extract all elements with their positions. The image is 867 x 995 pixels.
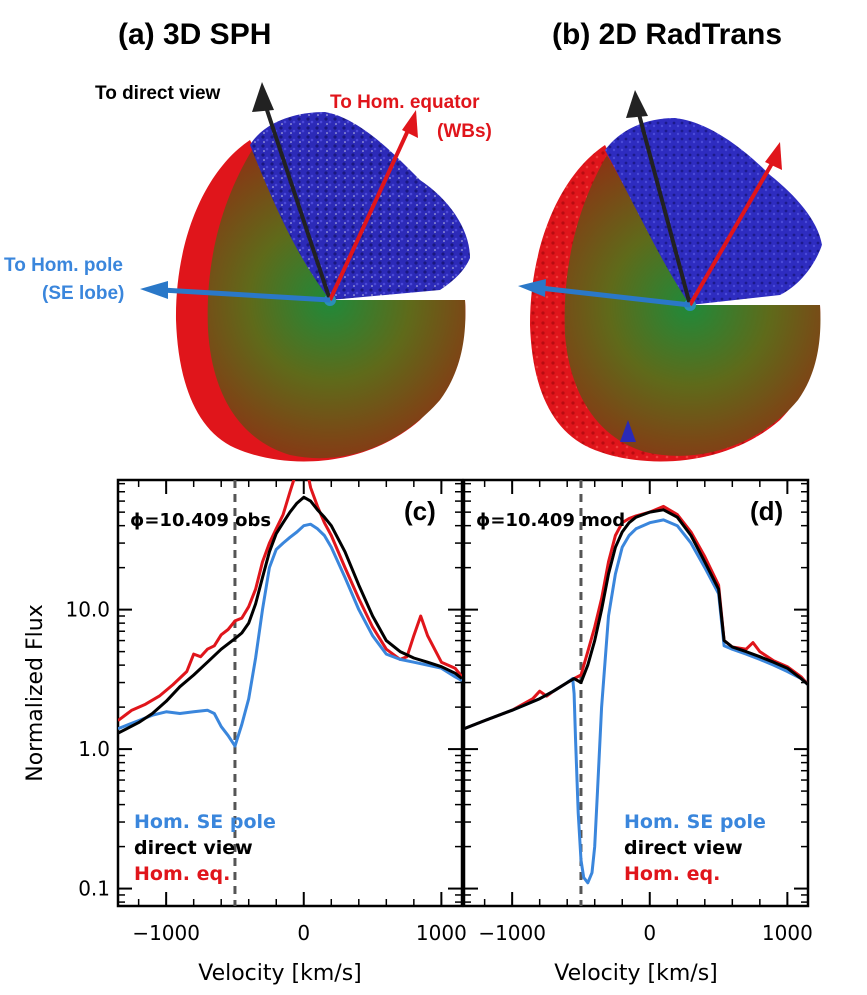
chart-c-x-tick-label: 0 bbox=[297, 921, 310, 945]
chart-c-x-tick-label: 1000 bbox=[416, 921, 467, 945]
direct-view-arrow-b bbox=[634, 102, 692, 306]
chart-d-x-tick-label: −1000 bbox=[478, 921, 546, 945]
chart-d: −1000 0 1000 (d) ϕ=10.409 mod Hom. SE pole dir… bbox=[462, 478, 813, 986]
chart-d-x-axis-title: Velocity [km/s] bbox=[554, 961, 718, 986]
label-equator-1: To Hom. equator bbox=[330, 92, 480, 113]
chart-d-legend-item: Hom. SE pole bbox=[624, 811, 766, 833]
panel-b-2d-radtrans: (b) 2D RadTrans bbox=[518, 18, 822, 462]
equator-arrow bbox=[328, 125, 412, 301]
chart-c-series-hom-se-pole bbox=[118, 522, 462, 748]
equator-arrowhead-b bbox=[765, 142, 782, 170]
panel-b-render bbox=[518, 90, 822, 462]
label-pole-1: To Hom. pole bbox=[4, 255, 123, 276]
chart-d-frame bbox=[462, 478, 810, 908]
chart-c-panel-label: (c) bbox=[404, 496, 436, 526]
chart-c-y-tick-label: 1.0 bbox=[78, 737, 110, 761]
chart-d-x-tick-label: 0 bbox=[643, 921, 656, 945]
chart-c-frame bbox=[116, 478, 464, 908]
direct-view-arrowhead-b bbox=[626, 90, 648, 118]
pole-arrow bbox=[161, 287, 331, 303]
chart-c-y-tick-label: 0.1 bbox=[78, 877, 110, 901]
pole-arrowhead-b bbox=[518, 279, 546, 297]
blue-cap-radtrans bbox=[605, 118, 822, 305]
chart-c-x-tick-label: −1000 bbox=[132, 921, 200, 945]
label-direct-view: To direct view bbox=[95, 83, 221, 104]
direct-view-arrow bbox=[260, 94, 332, 301]
panel-b-title: (b) 2D RadTrans bbox=[552, 18, 782, 51]
chart-c: −1000 0 1000 0.1 1.0 10.0 (c) ϕ=10.409 obs Hom. … bbox=[65, 478, 467, 986]
chart-c-legend-item: Hom. SE pole bbox=[134, 811, 276, 833]
pole-arrowhead bbox=[140, 281, 168, 299]
chart-d-legend-item: direct view bbox=[624, 837, 743, 859]
chart-d-series-direct-view bbox=[464, 508, 808, 731]
label-equator-2: (WBs) bbox=[437, 121, 492, 142]
chart-d-x-tick-label: 1000 bbox=[762, 921, 813, 945]
panel-a-title: (a) 3D SPH bbox=[118, 18, 271, 51]
blue-speck-bottom bbox=[620, 420, 636, 442]
chart-c-series-direct-view bbox=[118, 495, 462, 735]
chart-d-phase-annotation: ϕ=10.409 mod bbox=[476, 510, 625, 531]
chart-d-panel-label: (d) bbox=[750, 496, 783, 526]
chart-c-legend-item: Hom. eq. bbox=[134, 863, 230, 885]
equator-arrow-b bbox=[688, 158, 776, 307]
chart-c-phase-annotation: ϕ=10.409 obs bbox=[130, 510, 271, 531]
pole-arrow-b bbox=[539, 285, 691, 308]
panel-a-render bbox=[140, 82, 470, 462]
panel-a-3d-sph: (a) 3D SPH To direct view To Hom. equato… bbox=[4, 18, 492, 462]
chart-c-series-hom-eq bbox=[118, 480, 462, 722]
label-pole-2: (SE lobe) bbox=[42, 283, 124, 304]
direct-view-arrowhead bbox=[252, 82, 274, 112]
chart-c-legend-item: direct view bbox=[134, 837, 253, 859]
equator-arrowhead bbox=[402, 110, 418, 138]
blue-cap-sph bbox=[250, 112, 470, 300]
inner-cut-surface bbox=[207, 150, 466, 459]
chart-c-x-axis-title: Velocity [km/s] bbox=[198, 961, 362, 986]
chart-d-series-hom-eq bbox=[464, 504, 808, 731]
y-axis-title: Normalized Flux bbox=[23, 604, 48, 781]
chart-c-y-tick-label: 10.0 bbox=[65, 598, 110, 622]
chart-d-legend-item: Hom. eq. bbox=[624, 863, 720, 885]
